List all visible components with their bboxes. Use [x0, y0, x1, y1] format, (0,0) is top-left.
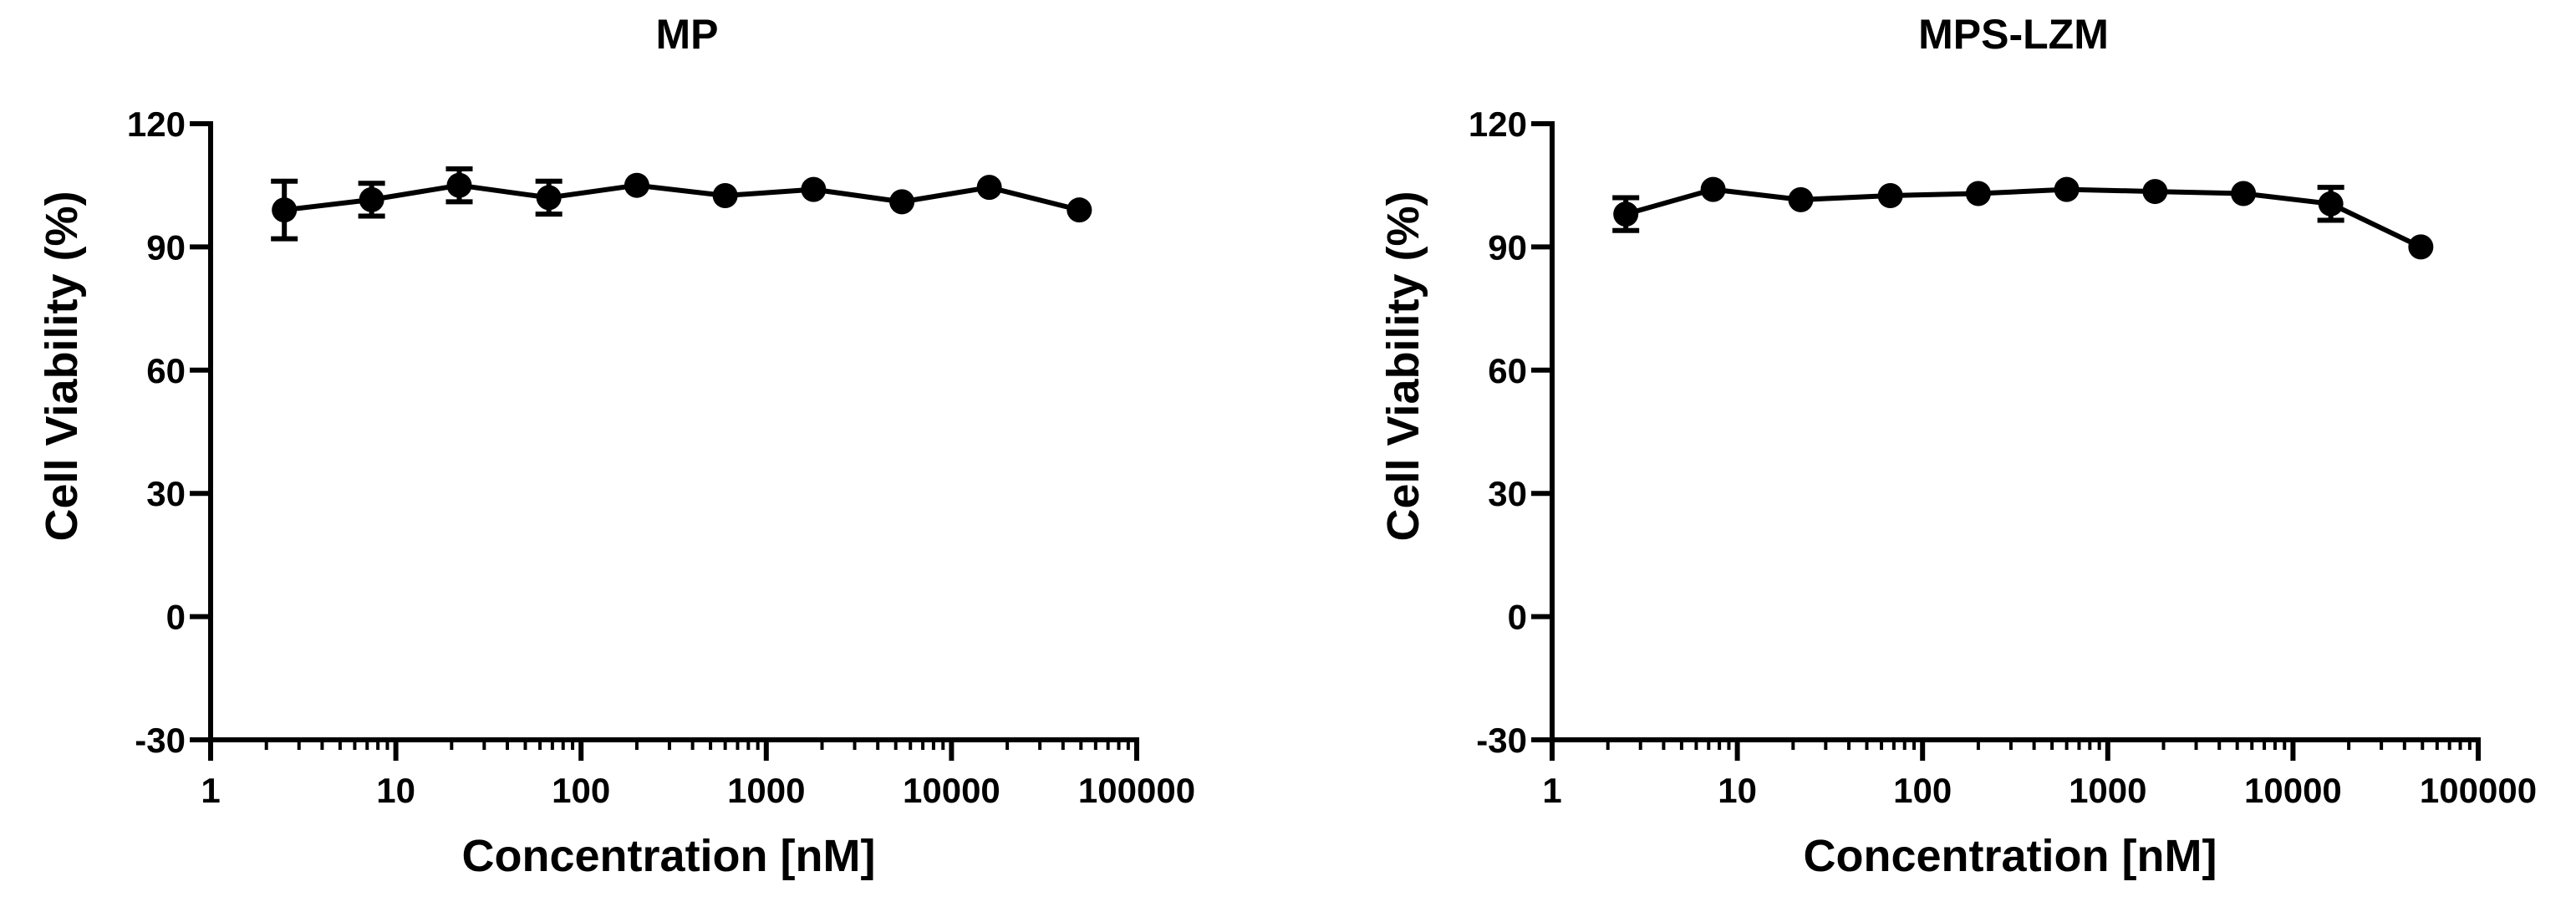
- x-tick-label: 100000: [2420, 771, 2537, 810]
- y-tick-label: 60: [1488, 351, 1527, 390]
- data-point: [2231, 181, 2257, 206]
- data-point: [624, 172, 649, 198]
- data-point: [446, 172, 472, 198]
- plot-area: 120 90 60 30 0 -30 1 10 100 1000 10000 100000: [127, 104, 1195, 810]
- data-point: [1613, 201, 1639, 227]
- data-point: [1788, 186, 1814, 212]
- data-point: [801, 176, 827, 202]
- data-point: [712, 182, 738, 208]
- y-tick-label: 0: [1508, 598, 1527, 637]
- y-tick-label: 120: [127, 104, 186, 144]
- chart-title: MPS-LZM: [1918, 11, 2109, 58]
- y-tick-label: 120: [1469, 104, 1527, 144]
- data-point: [889, 189, 915, 215]
- chart-panel-mp: MP Cell Viability (%) Concentration [nM]…: [37, 11, 1195, 881]
- data-point: [2318, 191, 2344, 217]
- data-point: [976, 175, 1002, 201]
- y-tick-label: 90: [1488, 227, 1527, 267]
- x-axis-label: Concentration [nM]: [462, 831, 876, 881]
- y-tick-label: -30: [1476, 721, 1527, 760]
- data-point: [359, 186, 384, 212]
- x-tick-label: 10000: [903, 771, 1000, 810]
- series-line: [283, 182, 1081, 213]
- data-point: [272, 197, 298, 223]
- data-point: [536, 185, 562, 211]
- x-tick-label: 10: [1718, 771, 1757, 810]
- data-point: [1067, 197, 1092, 223]
- data-point: [1700, 176, 1726, 202]
- y-tick-label: 30: [1488, 474, 1527, 513]
- x-tick-label: 1000: [727, 771, 805, 810]
- data-point: [1877, 182, 1903, 208]
- x-tick-label: 10000: [2244, 771, 2342, 810]
- y-tick-label: -30: [135, 721, 186, 760]
- x-tick-label: 1: [201, 771, 220, 810]
- chart-panel-mps-lzm: MPS-LZM Cell Viability (%) Concentration…: [1378, 11, 2537, 881]
- y-axis-label: Cell Viability (%): [37, 191, 87, 541]
- x-tick-label: 1000: [2069, 771, 2146, 810]
- x-tick-label: 100000: [1078, 771, 1195, 810]
- x-tick-label: 10: [376, 771, 415, 810]
- y-tick-label: 60: [146, 351, 186, 390]
- data-point: [2142, 179, 2168, 205]
- y-tick-label: 90: [146, 227, 186, 267]
- y-tick-label: 0: [166, 598, 186, 637]
- data-point: [2408, 234, 2434, 260]
- x-tick-label: 1: [1542, 771, 1561, 810]
- series-line: [1625, 186, 2422, 250]
- x-axis-label: Concentration [nM]: [1804, 831, 2217, 881]
- chart-title: MP: [656, 11, 719, 58]
- data-point: [1965, 181, 1991, 206]
- x-tick-label: 100: [1893, 771, 1952, 810]
- data-point: [2054, 176, 2080, 202]
- y-tick-label: 30: [146, 474, 186, 513]
- y-axis-label: Cell Viability (%): [1378, 191, 1428, 541]
- plot-area: 120 90 60 30 0 -30 1 10 100 1000 10000 100000: [1469, 104, 2537, 810]
- x-tick-label: 100: [552, 771, 610, 810]
